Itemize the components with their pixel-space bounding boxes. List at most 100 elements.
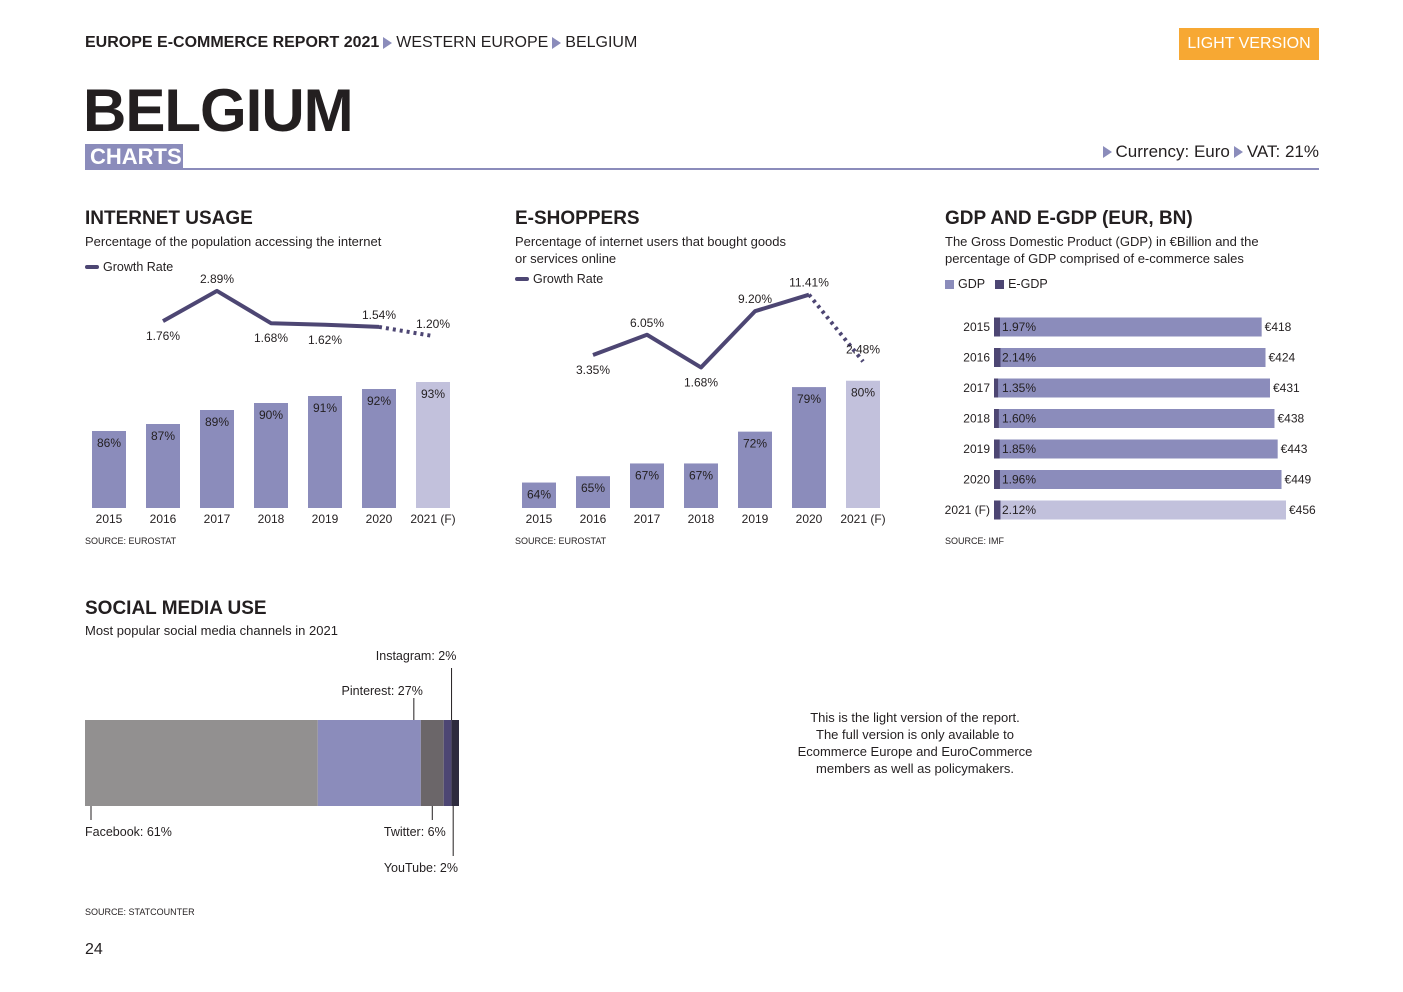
egdp-value-label: 1.85% [1002,442,1036,456]
egdp-bar [994,409,999,428]
gdp-subtitle-2: percentage of GDP comprised of e-commerc… [945,251,1244,266]
x-tick-label: 2017 [634,512,661,526]
x-tick-label: 2016 [150,512,177,526]
growth-rate-label: 11.41% [789,276,829,290]
triangle-arrow-icon [1233,146,1243,158]
internet-usage-legend: Growth Rate [85,260,173,274]
y-tick-label: 2020 [963,473,990,487]
growth-rate-label: 2.48% [846,342,880,356]
egdp-value-label: 2.12% [1002,503,1036,517]
bar [416,382,450,508]
social-subtitle: Most popular social media channels in 20… [85,623,338,638]
gdp-title: GDP AND E-GDP (EUR, BN) [945,208,1193,229]
growth-rate-label: 3.35% [576,363,610,377]
bar [254,403,288,508]
page-title: BELGIUM [83,77,354,144]
bar-value-label: 87% [151,429,175,443]
social-title: SOCIAL MEDIA USE [85,598,267,619]
legend-gdp: GDP [958,277,986,291]
social-chart: Facebook: 61% Pinterest: 27% Twitter: 6% In… [85,649,459,875]
triangle-arrow-icon [1102,146,1112,158]
note-line: The full version is only available to [816,727,1014,742]
bar-value-label: 79% [797,392,821,406]
note-line: This is the light version of the report. [810,710,1020,725]
social-label: Twitter: 6% [384,825,446,839]
line-swatch-icon [515,277,529,281]
breadcrumb-region[interactable]: WESTERN EUROPE [396,34,549,51]
x-tick-label: 2019 [742,512,769,526]
egdp-value-label: 2.14% [1002,351,1036,365]
social-label: Facebook: 61% [85,825,172,839]
growth-rate-label: 1.68% [684,375,718,389]
vat-label: VAT: 21% [1246,142,1319,161]
egdp-bar [994,470,1000,489]
growth-rate-forecast-line [807,293,865,363]
eshoppers-subtitle-2: or services online [515,251,617,266]
x-tick-label: 2015 [526,512,553,526]
social-segment [443,720,452,806]
bar-value-label: 91% [313,401,337,415]
social-label: YouTube: 2% [384,861,458,875]
breadcrumb: EUROPE E-COMMERCE REPORT 2021 WESTERN EU… [85,34,637,52]
gdp-value-label: €431 [1273,381,1300,395]
gdp-bar [994,500,1286,520]
line-swatch-icon [85,265,99,269]
bar-value-label: 93% [421,387,445,401]
bar [792,387,826,508]
social-source: SOURCE: STATCOUNTER [85,907,195,917]
internet-usage-title: INTERNET USAGE [85,208,253,229]
section-tag: CHARTS [85,144,183,169]
x-tick-label: 2019 [312,512,339,526]
bar [630,463,664,508]
egdp-bar [994,500,1001,520]
bar-value-label: 90% [259,408,283,422]
social-segment [451,720,459,806]
eshoppers-chart: 64% 2015 65% 2016 67% 2017 67% 2018 72% 2019 79% 20… [522,276,886,526]
light-version-badge: LIGHT VERSION [1179,28,1319,60]
bar-value-label: 67% [689,468,713,482]
x-tick-label: 2018 [688,512,715,526]
bar-value-label: 67% [635,468,659,482]
y-tick-label: 2016 [963,351,990,365]
egdp-value-label: 1.97% [1002,320,1036,334]
x-tick-label: 2017 [204,512,231,526]
eshoppers-subtitle-1: Percentage of internet users that bought… [515,234,787,249]
note-line: members as well as policymakers. [816,761,1014,776]
page-number: 24 [85,941,103,958]
gdp-bar [994,439,1278,459]
currency-label: Currency: Euro [1115,142,1230,161]
country-meta: Currency: Euro VAT: 21% [1099,142,1319,162]
social-label: Pinterest: 27% [342,684,423,698]
social-segment [317,720,421,806]
bar [684,463,718,508]
bar [146,424,180,508]
eshoppers-title: E-SHOPPERS [515,208,640,229]
growth-rate-label: 1.20% [416,317,450,331]
x-tick-label: 2016 [580,512,607,526]
social-segment [420,720,444,806]
growth-rate-label: 2.89% [200,272,234,286]
growth-rate-label: 6.05% [630,316,664,330]
breadcrumb-report[interactable]: EUROPE E-COMMERCE REPORT 2021 [85,34,380,51]
egdp-bar [994,348,1001,367]
gdp-legend: GDP E-GDP [945,277,1048,291]
gdp-value-label: €449 [1285,473,1312,487]
gdp-value-label: €456 [1289,503,1316,517]
gdp-bar [994,317,1262,337]
header-divider [85,168,1319,170]
note-line: Ecommerce Europe and EuroCommerce [797,744,1033,759]
x-tick-label: 2021 (F) [410,512,455,526]
egdp-bar [994,317,1000,337]
egdp-value-label: 1.35% [1002,381,1036,395]
growth-rate-label: 1.76% [146,329,180,343]
growth-rate-line [592,292,810,370]
egdp-bar [994,378,999,398]
gdp-source: SOURCE: IMF [945,536,1005,546]
social-segment [85,720,318,806]
x-tick-label: 2018 [258,512,285,526]
growth-rate-forecast-line [378,324,434,338]
bar-value-label: 72% [743,437,767,451]
bar [522,482,556,508]
bar-value-label: 80% [851,386,875,400]
breadcrumb-country[interactable]: BELGIUM [565,34,638,51]
